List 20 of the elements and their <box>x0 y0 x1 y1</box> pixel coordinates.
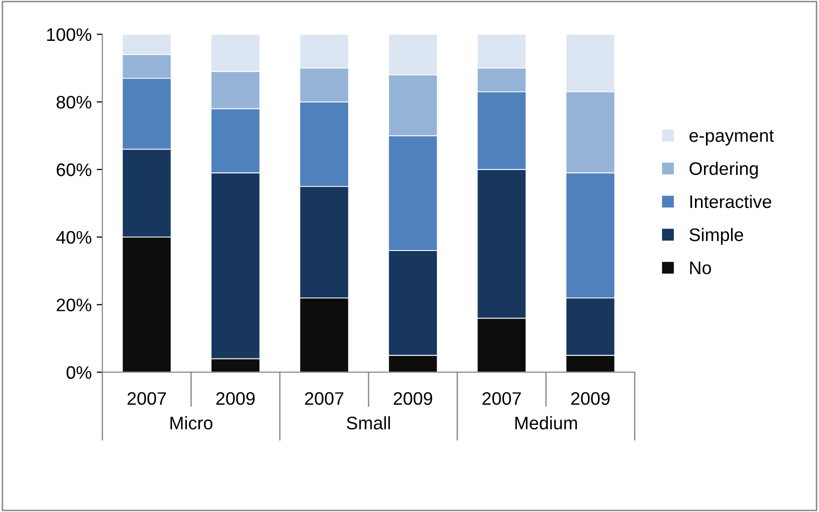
x-tick-label: 2007 <box>128 392 166 405</box>
legend-label: Simple <box>690 228 744 245</box>
y-tick-label: 40% <box>56 230 92 244</box>
legend-label: Ordering <box>690 162 758 179</box>
x-tick-label: 2009 <box>394 392 432 405</box>
y-tick-label: 100% <box>47 28 92 42</box>
x-tick-label: 2009 <box>571 392 610 405</box>
legend-label: Interactive <box>690 194 772 208</box>
text: Medium <box>515 416 577 430</box>
legend-label: No <box>690 262 712 274</box>
text: Micro <box>170 416 212 430</box>
y-tick-label: 80% <box>56 96 92 109</box>
y-tick-label: 20% <box>56 298 92 312</box>
legend-label: e-payment <box>689 130 774 146</box>
y-tick-label: 60% <box>56 163 92 176</box>
x-tick-label: 2007 <box>482 392 521 405</box>
y-tick-label: 0% <box>66 366 92 379</box>
text: Small <box>346 416 390 430</box>
x-tick-label: 2009 <box>216 392 255 405</box>
x-tick-label: 2007 <box>305 392 344 405</box>
